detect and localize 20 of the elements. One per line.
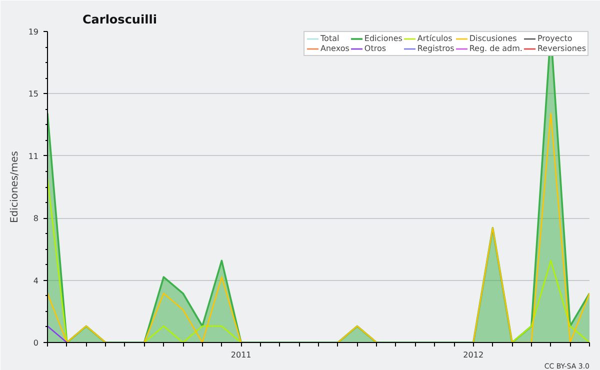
y-tick-label: 0 — [33, 338, 39, 348]
legend-label: Artículos — [417, 34, 452, 43]
y-tick-label: 15 — [28, 90, 39, 99]
x-tick-label: 2012 — [463, 350, 484, 360]
legend-label: Reg. de adm. — [469, 44, 522, 53]
legend-label: Total — [320, 34, 340, 43]
legend-label: Ediciones — [364, 34, 402, 43]
legend-label: Reversiones — [537, 44, 586, 53]
y-tick-label: 8 — [33, 214, 39, 224]
y-tick-label: 19 — [28, 28, 39, 36]
legend-label: Anexos — [320, 44, 350, 53]
legend-label: Proyecto — [537, 34, 572, 43]
legend-label: Discusiones — [469, 34, 517, 43]
y-tick-label: 4 — [33, 276, 39, 286]
legend-label: Registros — [417, 44, 454, 53]
legend-label: Otros — [364, 44, 386, 53]
chart-title: Carloscuilli — [82, 12, 157, 26]
y-axis-title: Ediciones/mes — [9, 150, 20, 224]
x-tick-label: 2011 — [230, 350, 252, 360]
y-tick-label: 11 — [28, 152, 39, 161]
